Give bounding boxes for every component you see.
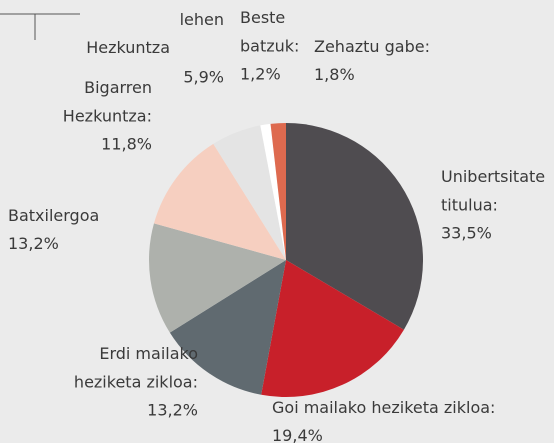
slice-label: Goi mailako heziketa zikloa: (272, 398, 495, 417)
value-label: 1,2% (240, 65, 281, 84)
pie-slice (153, 143, 286, 260)
value-label: 13,2% (8, 234, 59, 253)
slice-label: Zehaztu gabe: (314, 37, 430, 56)
pie-slice (270, 123, 286, 260)
pie-slice (261, 260, 404, 397)
value-label: 19,4% (272, 426, 323, 443)
pie-slice (213, 125, 286, 261)
slice-label: Unibertsitate titulua: (441, 167, 545, 215)
value-label: 1,8% (314, 65, 355, 84)
value-label: 33,5% (441, 224, 492, 243)
pie-slice (148, 223, 286, 333)
slice-label: Beste batzuk: (240, 8, 299, 56)
value-label: 5,9% (183, 68, 224, 87)
pie-slice (286, 123, 423, 330)
slice-label: Batxilergoa (8, 206, 99, 225)
slice-label: Bigarren Hezkuntza: (63, 78, 152, 126)
slice-label: lehen Hezkuntza (86, 10, 224, 57)
pie-slice (260, 123, 286, 261)
slice-label: Erdi mailako heziketa zikloa: (74, 344, 198, 392)
value-label: 13,2% (147, 401, 198, 420)
value-label: 11,8% (101, 135, 152, 154)
pie-slice (169, 260, 286, 395)
